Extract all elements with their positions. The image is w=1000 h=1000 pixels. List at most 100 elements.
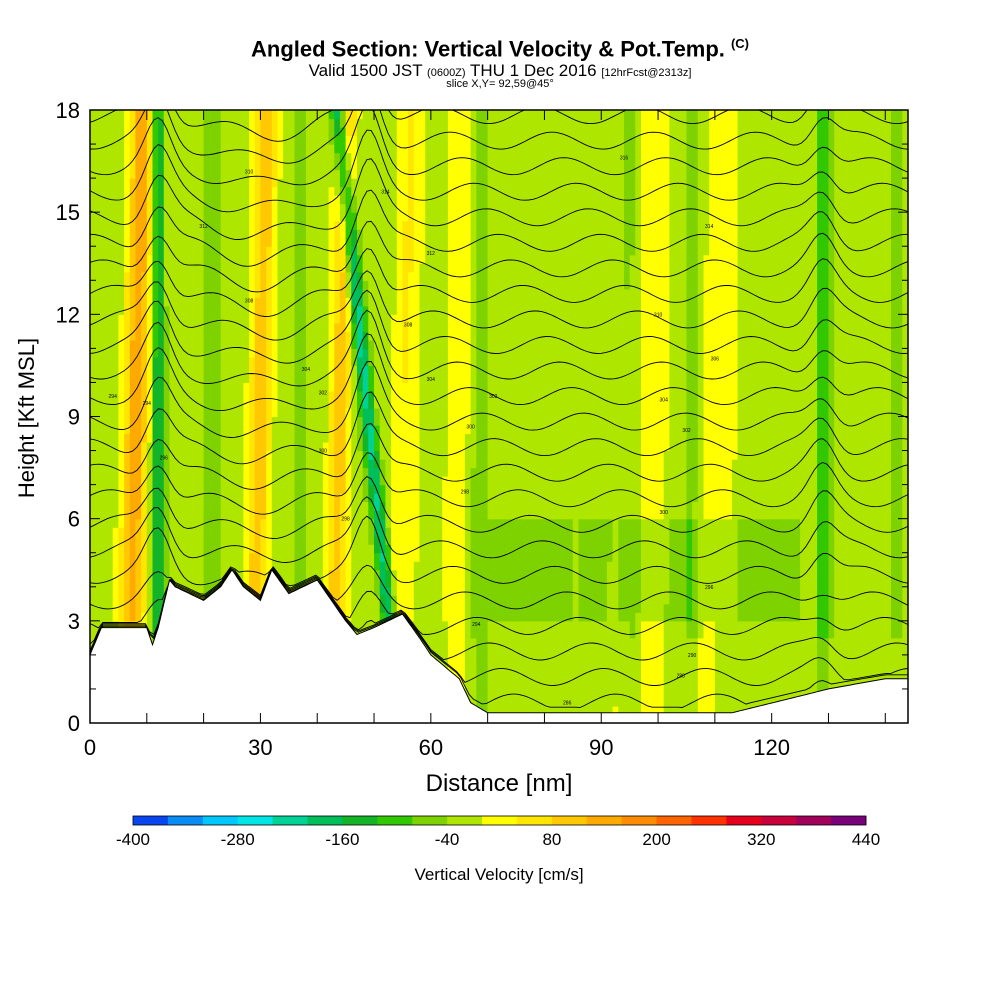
velocity-cell: [152, 254, 159, 264]
velocity-cell: [254, 391, 261, 401]
velocity-cell: [260, 195, 267, 205]
velocity-cell: [254, 510, 261, 520]
velocity-cell: [476, 178, 483, 188]
velocity-cell: [459, 467, 466, 477]
velocity-cell: [425, 391, 432, 401]
velocity-cell: [101, 212, 108, 222]
velocity-cell: [470, 229, 477, 239]
velocity-cell: [141, 152, 148, 162]
velocity-cell: [476, 186, 483, 196]
velocity-cell: [152, 552, 159, 562]
velocity-cell: [226, 152, 233, 162]
velocity-cell: [391, 603, 398, 613]
velocity-cell: [425, 144, 432, 154]
velocity-cell: [305, 569, 313, 579]
velocity-cell: [425, 246, 432, 256]
velocity-cell: [129, 595, 137, 605]
velocity-cell: [368, 220, 375, 230]
velocity-cell: [408, 348, 415, 358]
velocity-cell: [288, 518, 296, 528]
velocity-cell: [203, 127, 210, 137]
velocity-cell: [203, 229, 210, 239]
velocity-cell: [129, 373, 137, 383]
velocity-cell: [107, 212, 114, 222]
velocity-cell: [447, 654, 455, 664]
velocity-cell: [385, 305, 392, 315]
velocity-cell: [447, 620, 455, 630]
velocity-cell: [311, 144, 318, 154]
velocity-cell: [135, 612, 142, 622]
velocity-cell: [271, 195, 279, 205]
velocity-cell: [385, 135, 392, 145]
velocity-cell: [322, 212, 330, 222]
velocity-cell: [215, 271, 222, 281]
velocity-cell: [402, 314, 409, 324]
velocity-cell: [402, 331, 409, 341]
velocity-cell: [339, 263, 347, 273]
velocity-cell: [408, 212, 415, 222]
velocity-cell: [271, 399, 279, 409]
velocity-cell: [339, 535, 347, 545]
velocity-cell: [158, 459, 165, 469]
velocity-cell: [90, 527, 97, 537]
velocity-cell: [232, 246, 239, 256]
velocity-cell: [368, 297, 375, 307]
velocity-cell: [442, 399, 449, 409]
velocity-cell: [305, 322, 313, 332]
velocity-cell: [135, 195, 142, 205]
velocity-cell: [464, 484, 472, 494]
velocity-cell: [430, 637, 438, 647]
velocity-cell: [453, 178, 460, 188]
velocity-cell: [300, 229, 307, 239]
velocity-cell: [430, 195, 438, 205]
velocity-cell: [470, 612, 477, 622]
velocity-cell: [124, 237, 131, 247]
velocity-cell: [243, 161, 250, 171]
velocity-cell: [175, 322, 182, 332]
velocity-cell: [95, 280, 102, 290]
velocity-cell: [459, 408, 466, 418]
velocity-cell: [345, 535, 352, 545]
velocity-cell: [328, 110, 335, 120]
velocity-cell: [317, 484, 324, 494]
velocity-cell: [283, 127, 290, 137]
velocity-cell: [374, 203, 381, 213]
velocity-cell: [357, 399, 364, 409]
velocity-cell: [408, 203, 415, 213]
velocity-cell: [237, 356, 244, 366]
velocity-cell: [129, 399, 137, 409]
velocity-cell: [209, 450, 216, 460]
velocity-cell: [339, 442, 347, 452]
velocity-cell: [391, 195, 398, 205]
velocity-cell: [197, 110, 205, 120]
velocity-cell: [146, 144, 154, 154]
velocity-cell: [220, 297, 227, 307]
velocity-cell: [163, 339, 171, 349]
velocity-cell: [220, 237, 227, 247]
velocity-cell: [374, 263, 381, 273]
velocity-cell: [271, 501, 279, 511]
velocity-cell: [124, 280, 131, 290]
velocity-cell: [430, 178, 438, 188]
velocity-cell: [260, 144, 267, 154]
velocity-cell: [163, 186, 171, 196]
velocity-cell: [254, 195, 261, 205]
velocity-cell: [419, 586, 426, 596]
velocity-cell: [408, 144, 415, 154]
velocity-cell: [135, 493, 142, 503]
velocity-cell: [476, 459, 483, 469]
velocity-cell: [254, 322, 261, 332]
velocity-cell: [220, 391, 227, 401]
velocity-cell: [232, 280, 239, 290]
velocity-cell: [300, 501, 307, 511]
velocity-cell: [357, 425, 364, 435]
velocity-cell: [141, 527, 148, 537]
velocity-cell: [90, 203, 97, 213]
velocity-cell: [271, 527, 279, 537]
velocity-cell: [129, 578, 137, 588]
velocity-cell: [419, 425, 426, 435]
velocity-cell: [95, 195, 102, 205]
velocity-cell: [129, 535, 137, 545]
velocity-cell: [169, 331, 176, 341]
velocity-cell: [464, 595, 472, 605]
